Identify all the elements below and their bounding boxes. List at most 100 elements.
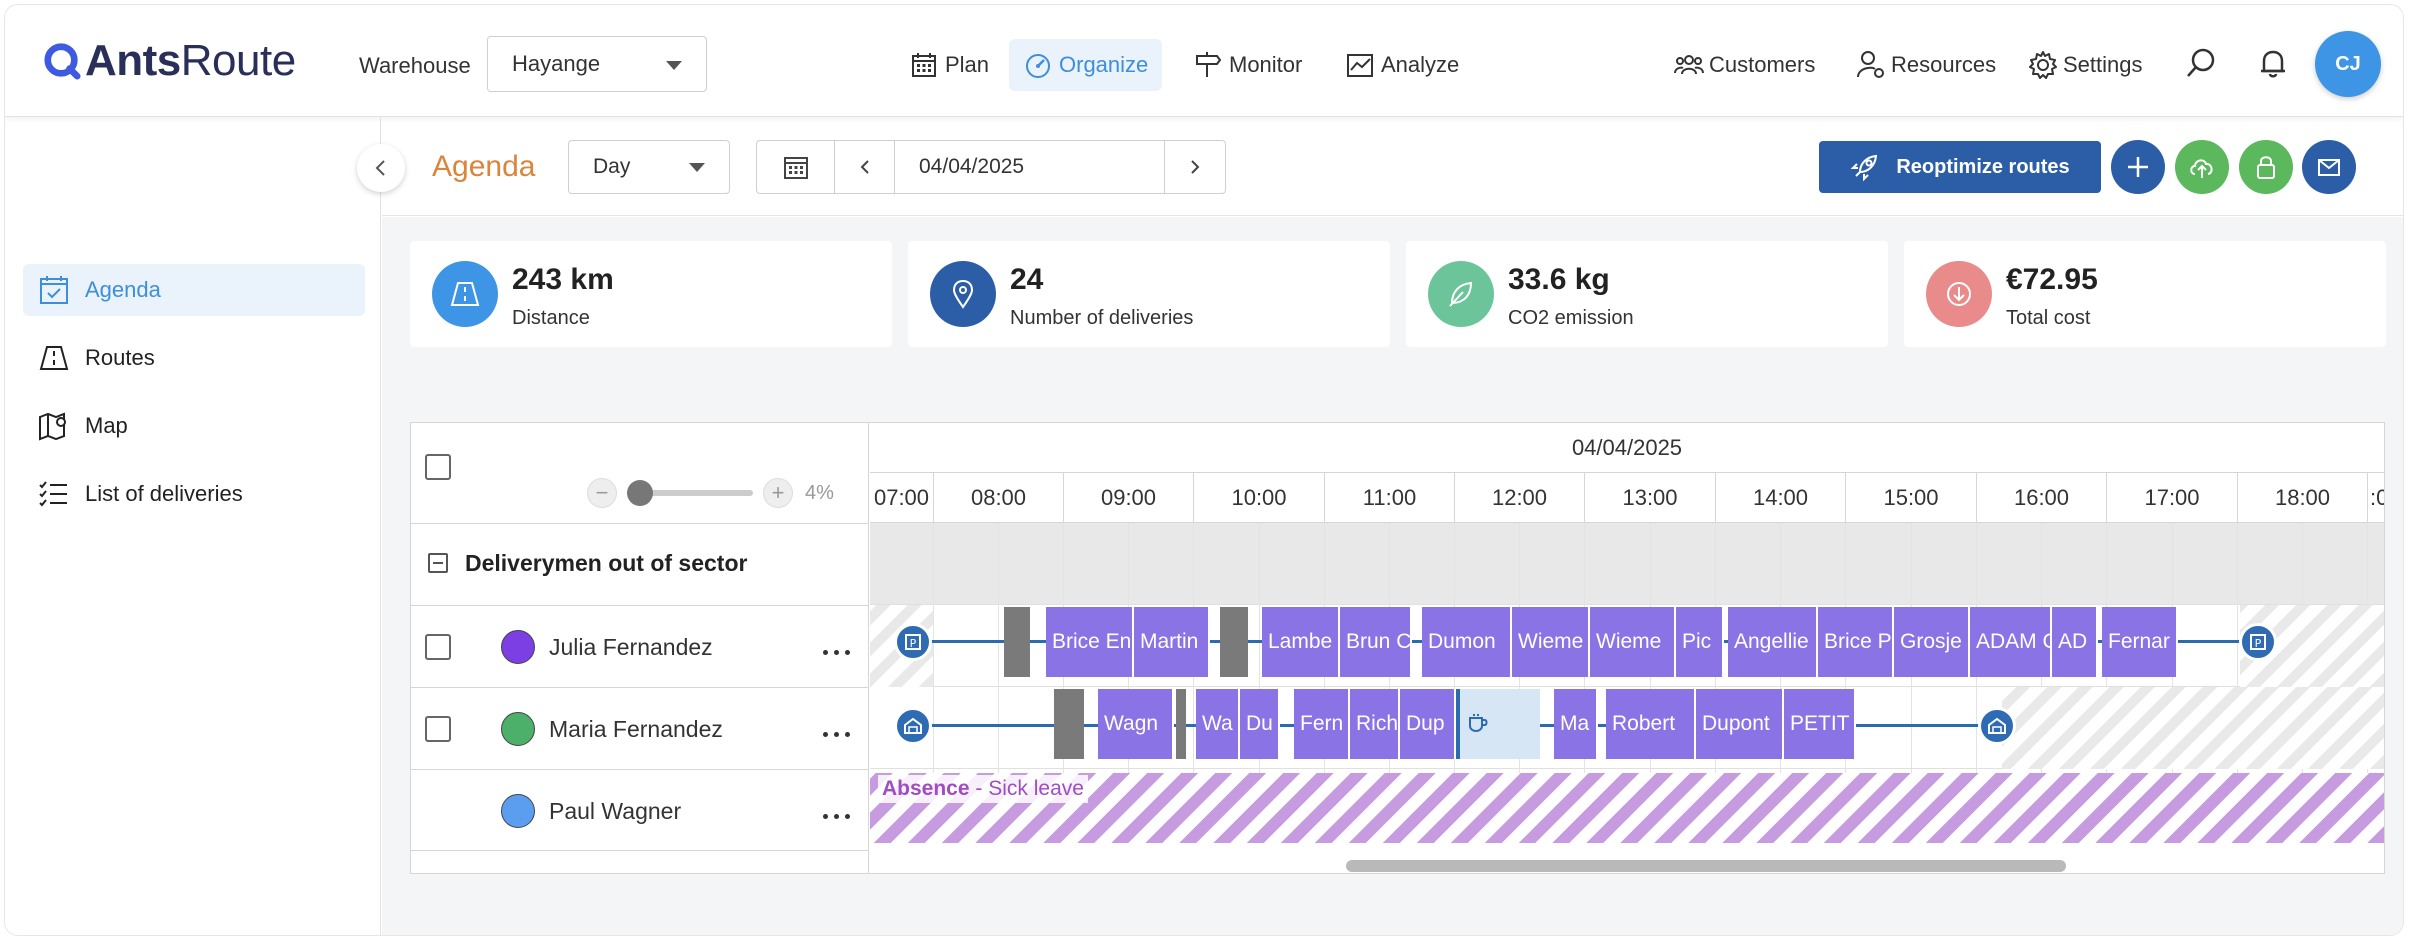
delivery-block[interactable]: PETIT: [1784, 689, 1856, 759]
nav-monitor-label: Monitor: [1229, 52, 1303, 77]
nav-analyze-label: Analyze: [1381, 52, 1460, 77]
delivery-block[interactable]: Brun C: [1340, 607, 1412, 677]
delivery-block[interactable]: Rich: [1350, 689, 1400, 759]
next-day-button[interactable]: [1165, 141, 1225, 193]
delivery-block[interactable]: Grosje: [1894, 607, 1970, 677]
sidebar-item-map[interactable]: Map: [23, 400, 365, 452]
cost-icon: [1926, 261, 1992, 327]
zoom-slider-handle[interactable]: [627, 480, 653, 506]
warehouse-start-icon[interactable]: [894, 707, 932, 745]
delivery-block[interactable]: Fernar: [2102, 607, 2178, 677]
warehouse-end-icon[interactable]: [1978, 707, 2016, 745]
travel-block[interactable]: [1176, 689, 1186, 759]
sidebar-item-agenda[interactable]: Agenda: [23, 264, 365, 316]
kpi-value: 24: [1010, 263, 1044, 296]
delivery-block[interactable]: Wieme: [1590, 607, 1676, 677]
delivery-block[interactable]: Fern: [1294, 689, 1350, 759]
more-options-icon[interactable]: [823, 732, 856, 737]
upload-button[interactable]: [2175, 140, 2229, 194]
view-mode-select[interactable]: Day: [568, 140, 730, 194]
collapse-group-icon[interactable]: [428, 553, 448, 573]
delivery-block[interactable]: Lambe: [1262, 607, 1340, 677]
zoom-out-button[interactable]: −: [587, 478, 617, 508]
customers-link[interactable]: Customers: [1673, 39, 1815, 91]
gantt-header-left: − + 4%: [411, 423, 869, 523]
depot-start-icon[interactable]: P: [894, 623, 932, 661]
search-icon[interactable]: [2183, 45, 2219, 81]
sidebar-collapse-button[interactable]: [357, 144, 405, 192]
delivery-block[interactable]: Martin: [1134, 607, 1210, 677]
delivery-block[interactable]: Dupont: [1696, 689, 1784, 759]
delivery-block[interactable]: Wagn: [1098, 689, 1174, 759]
agenda-toolbar: Agenda Day 04/04/2025 Reoptimize routes: [382, 118, 2403, 216]
delivery-block[interactable]: Brice En: [1046, 607, 1134, 677]
view-mode-value: Day: [593, 155, 631, 178]
travel-block[interactable]: [1054, 689, 1084, 759]
mail-icon: [2318, 159, 2340, 176]
resource-row: Julia Fernandez: [411, 605, 869, 687]
resource-name-text: Paul Wagner: [549, 797, 682, 824]
chevron-right-icon: [1191, 160, 1200, 174]
hour-label: 17:00: [2106, 473, 2237, 523]
travel-block[interactable]: [1220, 607, 1248, 677]
row-checkbox[interactable]: [425, 634, 451, 660]
zoom-slider[interactable]: [627, 480, 753, 506]
date-display[interactable]: 04/04/2025: [895, 141, 1165, 193]
nav-analyze[interactable]: Analyze: [1331, 39, 1473, 91]
reoptimize-label: Reoptimize routes: [1896, 155, 2070, 178]
delivery-block[interactable]: Wa: [1196, 689, 1240, 759]
delivery-block[interactable]: Brice P: [1818, 607, 1894, 677]
select-all-checkbox[interactable]: [425, 454, 451, 480]
logo[interactable]: AntsRoute: [43, 35, 296, 87]
delivery-block[interactable]: Dumon: [1422, 607, 1512, 677]
resource-color-dot: [501, 630, 535, 664]
user-avatar[interactable]: CJ: [2315, 31, 2381, 97]
nav-organize[interactable]: Organize: [1009, 39, 1163, 91]
delivery-block[interactable]: Ma: [1554, 689, 1598, 759]
delivery-block[interactable]: Du: [1240, 689, 1280, 759]
resource-name-text: Julia Fernandez: [549, 633, 713, 660]
map-icon: [39, 412, 66, 441]
coffee-icon: [1469, 714, 1488, 733]
delivery-block[interactable]: Dup: [1400, 689, 1456, 759]
kpi-label: Number of deliveries: [1010, 307, 1194, 329]
settings-link[interactable]: Settings: [2027, 39, 2143, 91]
delivery-block[interactable]: ADAM C: [1970, 607, 2052, 677]
resources-link[interactable]: Resources: [1855, 39, 1996, 91]
zoom-in-button[interactable]: +: [763, 478, 793, 508]
more-options-icon[interactable]: [823, 814, 856, 819]
more-options-icon[interactable]: [823, 650, 856, 655]
nav-plan[interactable]: Plan: [895, 39, 1003, 91]
resource-lane: P Brice En Martin Lambe Brun C Dumon Wie…: [870, 605, 2384, 687]
bell-icon[interactable]: [2255, 45, 2291, 81]
reoptimize-routes-button[interactable]: Reoptimize routes: [1819, 141, 2101, 193]
break-block[interactable]: [1456, 689, 1540, 759]
lock-button[interactable]: [2239, 140, 2293, 194]
delivery-block[interactable]: Angellie: [1728, 607, 1818, 677]
depot-end-icon[interactable]: P: [2239, 623, 2277, 661]
gear-icon: [2029, 51, 2057, 79]
hour-label: 18:00: [2237, 473, 2367, 523]
nav-monitor[interactable]: Monitor: [1179, 39, 1316, 91]
horizontal-scrollbar[interactable]: [1346, 860, 2066, 872]
date-picker-button[interactable]: [757, 141, 835, 193]
chevron-left-icon: [375, 160, 385, 176]
absence-block[interactable]: Absence - Sick leave: [870, 773, 2384, 843]
sidebar-item-list-of-deliveries[interactable]: List of deliveries: [23, 468, 365, 520]
row-checkbox[interactable]: [425, 716, 451, 742]
group-title: Deliverymen out of sector: [465, 550, 748, 576]
resource-row: Paul Wagner: [411, 769, 869, 851]
warehouse-select[interactable]: Hayange: [487, 36, 707, 92]
sidebar-item-routes[interactable]: Routes: [23, 332, 365, 384]
kpi-label: Total cost: [2006, 307, 2091, 329]
absence-label: Absence - Sick leave: [878, 775, 1088, 803]
delivery-block[interactable]: Pic: [1676, 607, 1724, 677]
hour-label: 09:00: [1063, 473, 1193, 523]
email-button[interactable]: [2302, 140, 2356, 194]
add-button[interactable]: [2111, 140, 2165, 194]
delivery-block[interactable]: Wieme: [1512, 607, 1590, 677]
delivery-block[interactable]: AD: [2052, 607, 2098, 677]
previous-day-button[interactable]: [835, 141, 895, 193]
travel-block[interactable]: [1004, 607, 1030, 677]
delivery-block[interactable]: Robert: [1606, 689, 1696, 759]
